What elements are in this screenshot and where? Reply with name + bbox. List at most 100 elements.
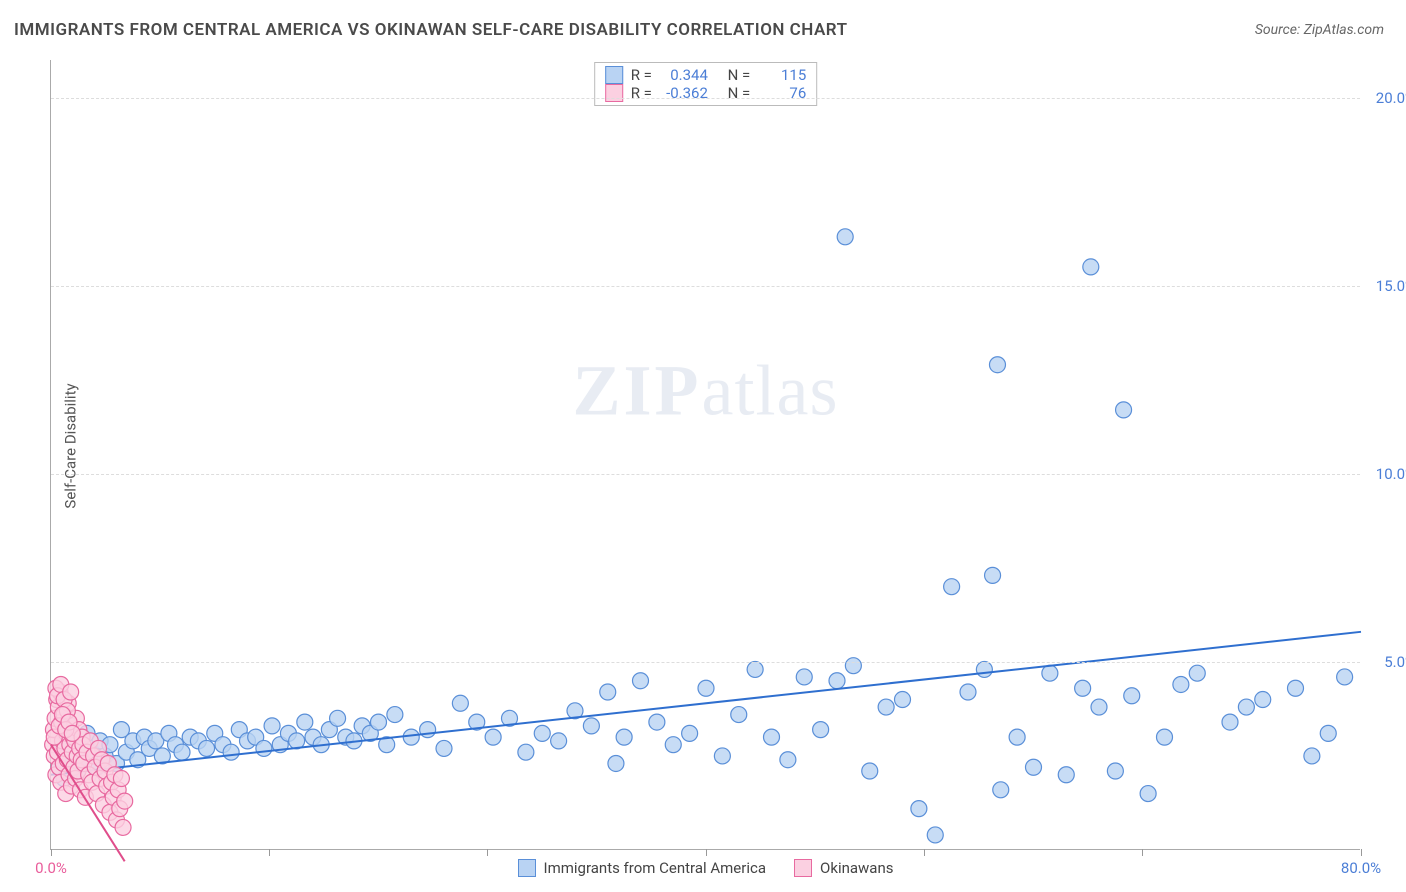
scatter-point	[985, 567, 1001, 583]
scatter-point	[1222, 714, 1238, 730]
scatter-point	[665, 737, 681, 753]
bottom-legend: Immigrants from Central America Okinawan…	[518, 859, 894, 877]
scatter-point	[174, 744, 190, 760]
trend-line	[51, 632, 1361, 775]
scatter-point	[1058, 767, 1074, 783]
legend-label-0: Immigrants from Central America	[544, 859, 767, 877]
scatter-point	[1107, 763, 1123, 779]
scatter-point	[518, 744, 534, 760]
scatter-point	[960, 684, 976, 700]
scatter-point	[780, 752, 796, 768]
scatter-point	[199, 740, 215, 756]
scatter-point	[714, 748, 730, 764]
scatter-point	[1091, 699, 1107, 715]
scatter-point	[1337, 669, 1353, 685]
scatter-point	[845, 658, 861, 674]
x-tick	[1361, 849, 1362, 856]
scatter-point	[682, 725, 698, 741]
scatter-point	[113, 771, 129, 787]
scatter-point	[813, 722, 829, 738]
scatter-svg	[51, 60, 1360, 849]
legend-label-1: Okinawans	[820, 859, 893, 877]
legend-item-1: Okinawans	[794, 859, 893, 877]
scatter-point	[117, 793, 133, 809]
scatter-point	[452, 695, 468, 711]
scatter-point	[64, 725, 80, 741]
scatter-point	[1026, 759, 1042, 775]
scatter-point	[829, 673, 845, 689]
legend-item-0: Immigrants from Central America	[518, 859, 767, 877]
scatter-point	[436, 740, 452, 756]
x-tick	[706, 849, 707, 856]
chart-title: IMMIGRANTS FROM CENTRAL AMERICA VS OKINA…	[14, 20, 848, 40]
scatter-point	[878, 699, 894, 715]
scatter-point	[1075, 680, 1091, 696]
scatter-point	[115, 819, 131, 835]
scatter-point	[387, 707, 403, 723]
scatter-point	[862, 763, 878, 779]
scatter-point	[583, 718, 599, 734]
x-tick	[51, 849, 52, 856]
legend-swatch-1	[794, 859, 812, 877]
x-tick	[487, 849, 488, 856]
scatter-point	[485, 729, 501, 745]
y-tick-label: 15.0%	[1376, 277, 1406, 295]
scatter-point	[698, 680, 714, 696]
source-label: Source:	[1255, 22, 1300, 38]
scatter-point	[747, 661, 763, 677]
scatter-point	[403, 729, 419, 745]
scatter-point	[837, 229, 853, 245]
gridline	[51, 662, 1360, 663]
scatter-point	[649, 714, 665, 730]
scatter-point	[1288, 680, 1304, 696]
scatter-point	[1189, 665, 1205, 681]
legend-swatch-0	[518, 859, 536, 877]
scatter-point	[927, 827, 943, 843]
scatter-point	[1320, 725, 1336, 741]
y-tick-label: 10.0%	[1376, 465, 1406, 483]
scatter-point	[1116, 402, 1132, 418]
chart-area: ZIPatlas R = 0.344 N = 115 R = -0.362 N …	[50, 60, 1360, 850]
scatter-point	[1083, 259, 1099, 275]
scatter-point	[633, 673, 649, 689]
scatter-point	[534, 725, 550, 741]
x-tick	[924, 849, 925, 856]
x-tick-label-max: 80.0%	[1341, 859, 1381, 877]
scatter-point	[1124, 688, 1140, 704]
x-tick	[1142, 849, 1143, 856]
scatter-point	[764, 729, 780, 745]
x-tick-label-min: 0.0%	[35, 859, 67, 877]
scatter-point	[1157, 729, 1173, 745]
scatter-point	[1042, 665, 1058, 681]
scatter-point	[731, 707, 747, 723]
scatter-point	[608, 755, 624, 771]
scatter-point	[616, 729, 632, 745]
scatter-point	[944, 579, 960, 595]
scatter-point	[1009, 729, 1025, 745]
scatter-point	[600, 684, 616, 700]
scatter-point	[63, 684, 79, 700]
scatter-point	[796, 669, 812, 685]
scatter-point	[264, 718, 280, 734]
gridline	[51, 474, 1360, 475]
scatter-point	[1238, 699, 1254, 715]
gridline	[51, 286, 1360, 287]
scatter-point	[1140, 786, 1156, 802]
scatter-point	[976, 661, 992, 677]
scatter-point	[989, 357, 1005, 373]
scatter-point	[330, 710, 346, 726]
scatter-point	[895, 692, 911, 708]
x-tick	[269, 849, 270, 856]
gridline	[51, 98, 1360, 99]
y-tick-label: 20.0%	[1376, 89, 1406, 107]
source-link[interactable]: ZipAtlas.com	[1304, 22, 1384, 38]
scatter-point	[1173, 676, 1189, 692]
scatter-point	[1304, 748, 1320, 764]
scatter-point	[1255, 692, 1271, 708]
source-attribution: Source: ZipAtlas.com	[1255, 22, 1384, 38]
scatter-point	[256, 740, 272, 756]
scatter-point	[993, 782, 1009, 798]
scatter-point	[297, 714, 313, 730]
y-tick-label: 5.0%	[1384, 653, 1406, 671]
plot-region: ZIPatlas R = 0.344 N = 115 R = -0.362 N …	[50, 60, 1360, 850]
